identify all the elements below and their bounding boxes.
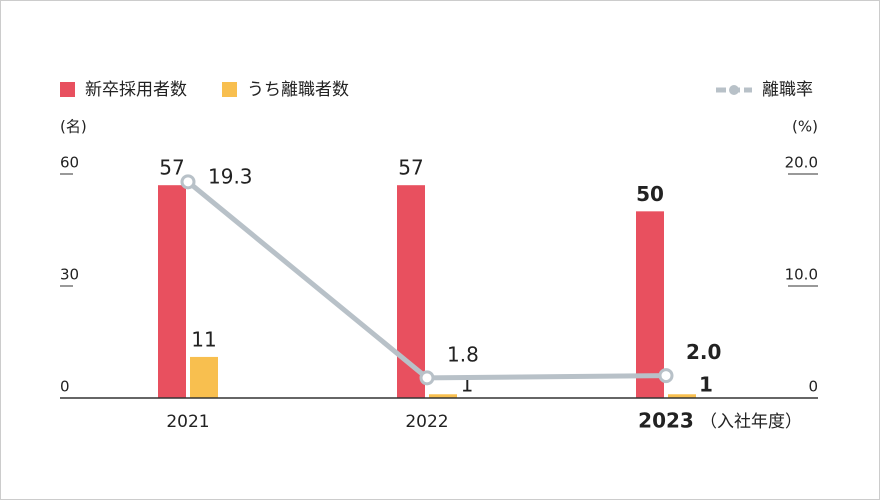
y2-tick-label: 10.0 [785,266,818,284]
bar [636,211,664,398]
y-tick-label: 60 [60,154,79,172]
legend-label: うち離職者数 [247,80,349,100]
y2-tick-label: 0 [808,378,818,396]
bar [158,185,186,398]
value-label: 57 [398,156,423,180]
x-note: （入社年度） [700,412,802,432]
line-point [658,368,674,384]
y-unit: (名) [60,118,87,136]
legend-swatch [222,82,237,97]
value-label: 11 [191,327,216,351]
y-tick-label: 30 [60,266,79,284]
value-label: 1 [699,373,713,397]
legend-swatch [729,85,739,95]
bar [190,356,218,398]
bar [668,394,696,398]
line-value-label: 2.0 [686,340,721,364]
legend-label: 新卒採用者数 [85,80,187,100]
legend-label: 離職率 [762,80,813,100]
y-tick-label: 0 [60,378,70,396]
line-point [419,370,435,386]
x-tick-label: 2022 [405,412,448,432]
x-tick-label: 2023 [638,409,694,433]
bar [429,394,457,398]
line-point [180,174,196,190]
value-label: 50 [636,182,664,206]
y2-tick-label: 20.0 [785,154,818,172]
y2-unit: (%) [792,118,818,136]
line-value-label: 1.8 [447,342,479,366]
x-tick-label: 2021 [166,412,209,432]
legend-swatch [60,82,75,97]
value-label: 57 [159,156,184,180]
line-value-label: 19.3 [208,164,253,188]
